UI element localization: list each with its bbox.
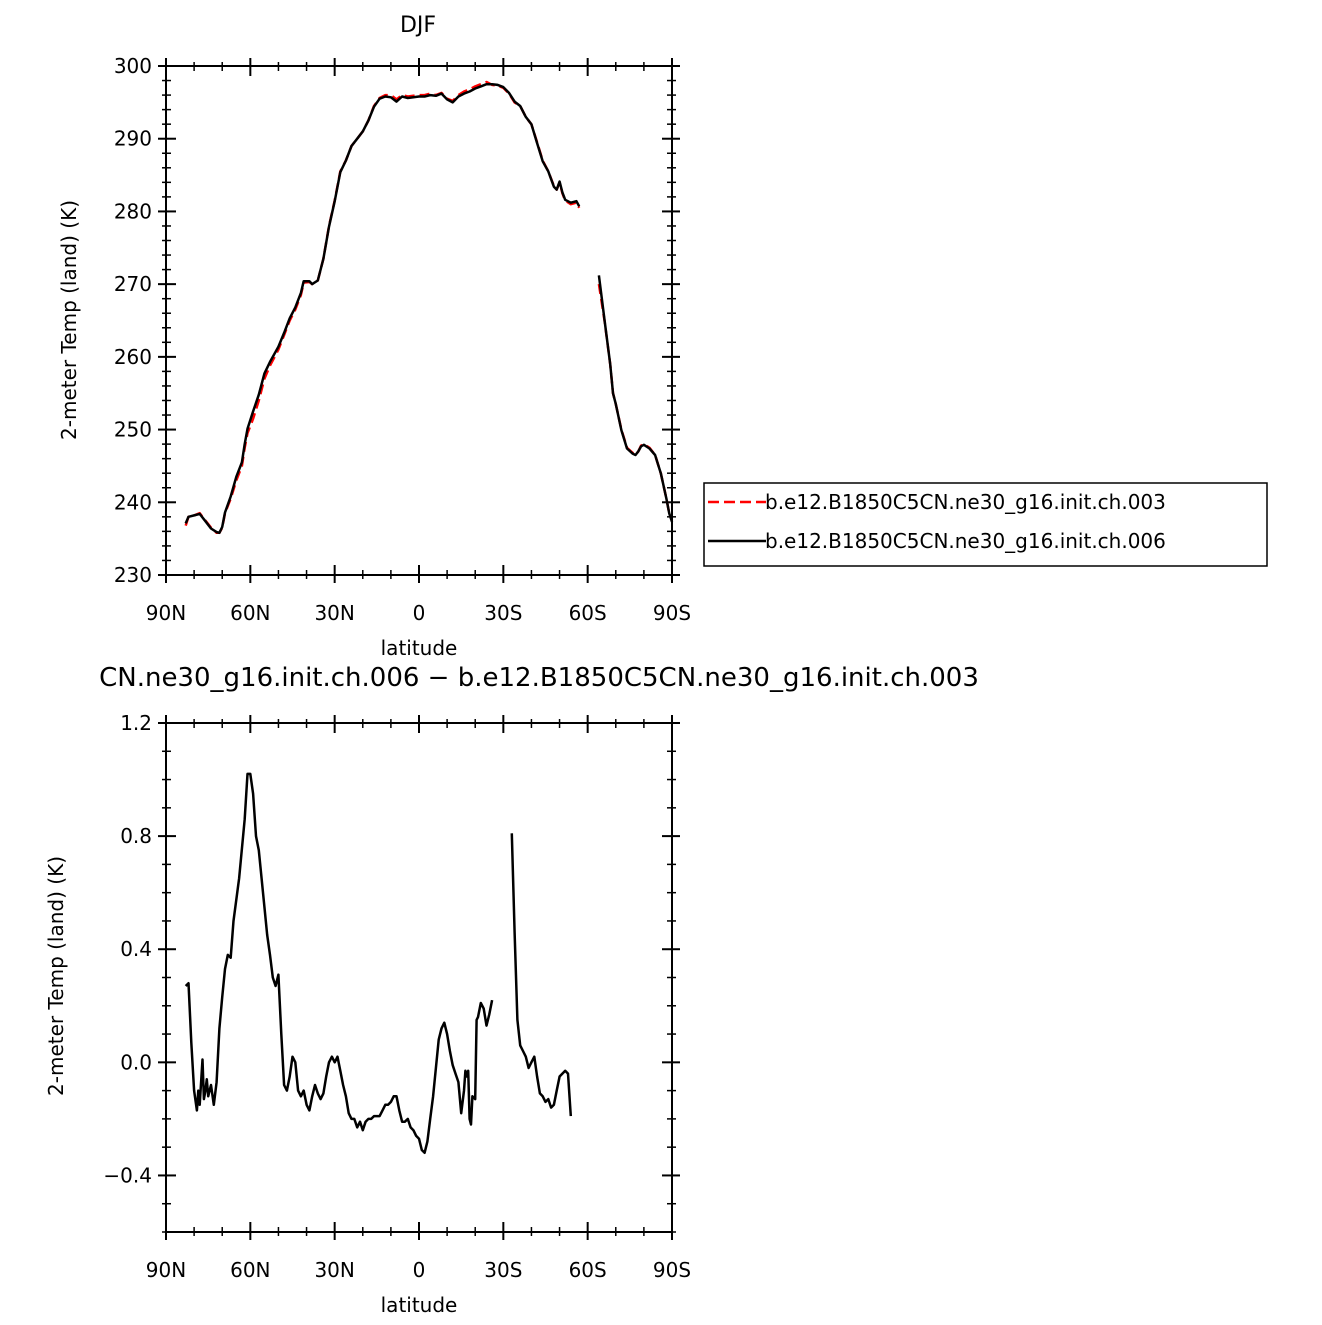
top-series-layer (184, 80, 674, 535)
top-series-2-line-segment-1 (184, 82, 581, 535)
bottom-x-tick-label: 60S (569, 1258, 607, 1282)
top-y-tick-label: 290 (114, 127, 152, 151)
top-x-tick-label: 30S (484, 601, 522, 625)
legend-label-series-1: b.e12.B1850C5CN.ne30_g16.init.ch.003 (765, 490, 1166, 514)
top-y-axis-label: 2-meter Temp (land) (K) (57, 200, 81, 440)
top-y-tick-label: 260 (114, 345, 152, 369)
bottom-x-tick-label: 0 (413, 1258, 426, 1282)
top-plot-frame (165, 65, 673, 576)
bottom-y-tick-label: 0.0 (120, 1050, 152, 1074)
bottom-x-tick-label: 60N (230, 1258, 270, 1282)
top-x-tick-labels: 90N 60N 30N 0 30S 60S 90S (146, 601, 691, 625)
bottom-x-axis-label: latitude (381, 1293, 458, 1317)
top-y-tick-label: 270 (114, 272, 152, 296)
top-panel: DJF 90N 60N 30N 0 30S 60S 90S 300 290 280 270 260 2… (57, 13, 1268, 660)
bottom-y-tick-label: 0.8 (120, 824, 152, 848)
top-y-tick-label: 250 (114, 418, 152, 442)
bottom-x-tick-labels: 90N 60N 30N 0 30S 60S 90S (146, 1258, 691, 1282)
top-series-1-line-segment-2 (597, 283, 674, 521)
top-x-tick-label: 90S (653, 601, 691, 625)
bottom-x-tick-label: 90N (146, 1258, 186, 1282)
bottom-y-axis-label: 2-meter Temp (land) (K) (44, 856, 68, 1096)
legend-label-series-2: b.e12.B1850C5CN.ne30_g16.init.ch.006 (765, 529, 1166, 553)
bottom-y-tick-labels: 1.2 0.8 0.4 0.0 −0.4 (103, 711, 152, 1187)
top-y-tick-label: 300 (114, 54, 152, 78)
bottom-panel: CN.ne30_g16.init.ch.006 − b.e12.B1850C5C… (44, 663, 979, 1317)
top-y-tick-label: 240 (114, 490, 152, 514)
legend: b.e12.B1850C5CN.ne30_g16.init.ch.003 b.e… (703, 482, 1268, 567)
top-series-1-line-segment-1 (184, 80, 581, 535)
bottom-axis-ticks (158, 715, 680, 1240)
bottom-series-1-line-segment-2 (510, 833, 573, 1117)
bottom-x-tick-label: 30N (314, 1258, 354, 1282)
bottom-plot-frame (165, 722, 673, 1233)
bottom-y-tick-label: 1.2 (120, 711, 152, 735)
bottom-y-tick-label: −0.4 (103, 1163, 152, 1187)
bottom-y-tick-label: 0.4 (120, 937, 152, 961)
bottom-x-tick-label: 30S (484, 1258, 522, 1282)
top-y-tick-labels: 300 290 280 270 260 250 240 230 (114, 54, 152, 587)
top-x-tick-label: 60S (569, 601, 607, 625)
legend-box (703, 482, 1268, 567)
top-series-2-line-segment-2 (597, 275, 674, 523)
bottom-chart-title: CN.ne30_g16.init.ch.006 − b.e12.B1850C5C… (99, 663, 979, 693)
top-x-tick-label: 30N (314, 601, 354, 625)
top-chart-title: DJF (400, 13, 436, 38)
top-x-tick-label: 60N (230, 601, 270, 625)
bottom-x-tick-label: 90S (653, 1258, 691, 1282)
bottom-series-layer (184, 772, 573, 1155)
top-x-tick-label: 0 (413, 601, 426, 625)
bottom-series-1-line-segment-1 (184, 772, 494, 1155)
top-y-tick-label: 280 (114, 199, 152, 223)
top-x-axis-label: latitude (381, 636, 458, 660)
top-y-tick-label: 230 (114, 563, 152, 587)
top-x-tick-label: 90N (146, 601, 186, 625)
top-axis-ticks (158, 58, 680, 583)
